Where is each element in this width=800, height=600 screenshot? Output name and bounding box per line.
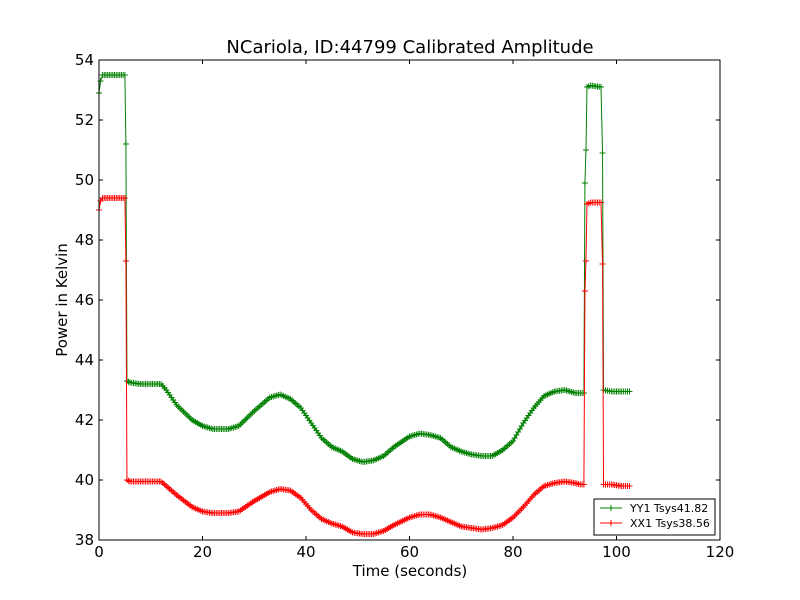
legend-label-0: YY1 Tsys41.82: [629, 502, 708, 515]
plot-lines: [96, 72, 633, 537]
y-tick-label-8: 54: [75, 51, 94, 69]
x-tick-label-5: 100: [602, 543, 631, 561]
axis-ticks: 0 20 40 60 80 100 120 38 40 42 44 46 48 50 52 54: [75, 51, 734, 561]
y-tick-label-6: 50: [75, 171, 94, 189]
legend-marker-1: [608, 520, 614, 526]
y-tick-label-4: 46: [75, 291, 94, 309]
legend-entries: YY1 Tsys41.82 XX1 Tsys38.56: [600, 502, 710, 530]
x-tick-label-2: 40: [296, 543, 315, 561]
y-tick-label-1: 40: [75, 471, 94, 489]
series-1: [96, 195, 633, 537]
x-tick-label-1: 20: [193, 543, 212, 561]
x-axis-label: Time (seconds): [352, 562, 468, 580]
y-axis-label: Power in Kelvin: [53, 243, 71, 357]
x-tick-label-4: 80: [503, 543, 522, 561]
y-tick-label-3: 44: [75, 351, 94, 369]
y-tick-label-5: 48: [75, 231, 94, 249]
x-tick-label-6: 120: [706, 543, 735, 561]
x-tick-label-3: 60: [400, 543, 419, 561]
legend-label-1: XX1 Tsys38.56: [630, 517, 710, 530]
chart-title: NCariola, ID:44799 Calibrated Amplitude: [226, 37, 593, 58]
y-tick-label-2: 42: [75, 411, 94, 429]
x-tick-label-0: 0: [94, 543, 104, 561]
legend-box: [593, 498, 716, 536]
legend-marker-0: [608, 505, 614, 511]
y-tick-label-0: 38: [75, 531, 94, 549]
y-tick-label-7: 52: [75, 111, 94, 129]
legend: YY1 Tsys41.82 XX1 Tsys38.56: [593, 498, 716, 536]
